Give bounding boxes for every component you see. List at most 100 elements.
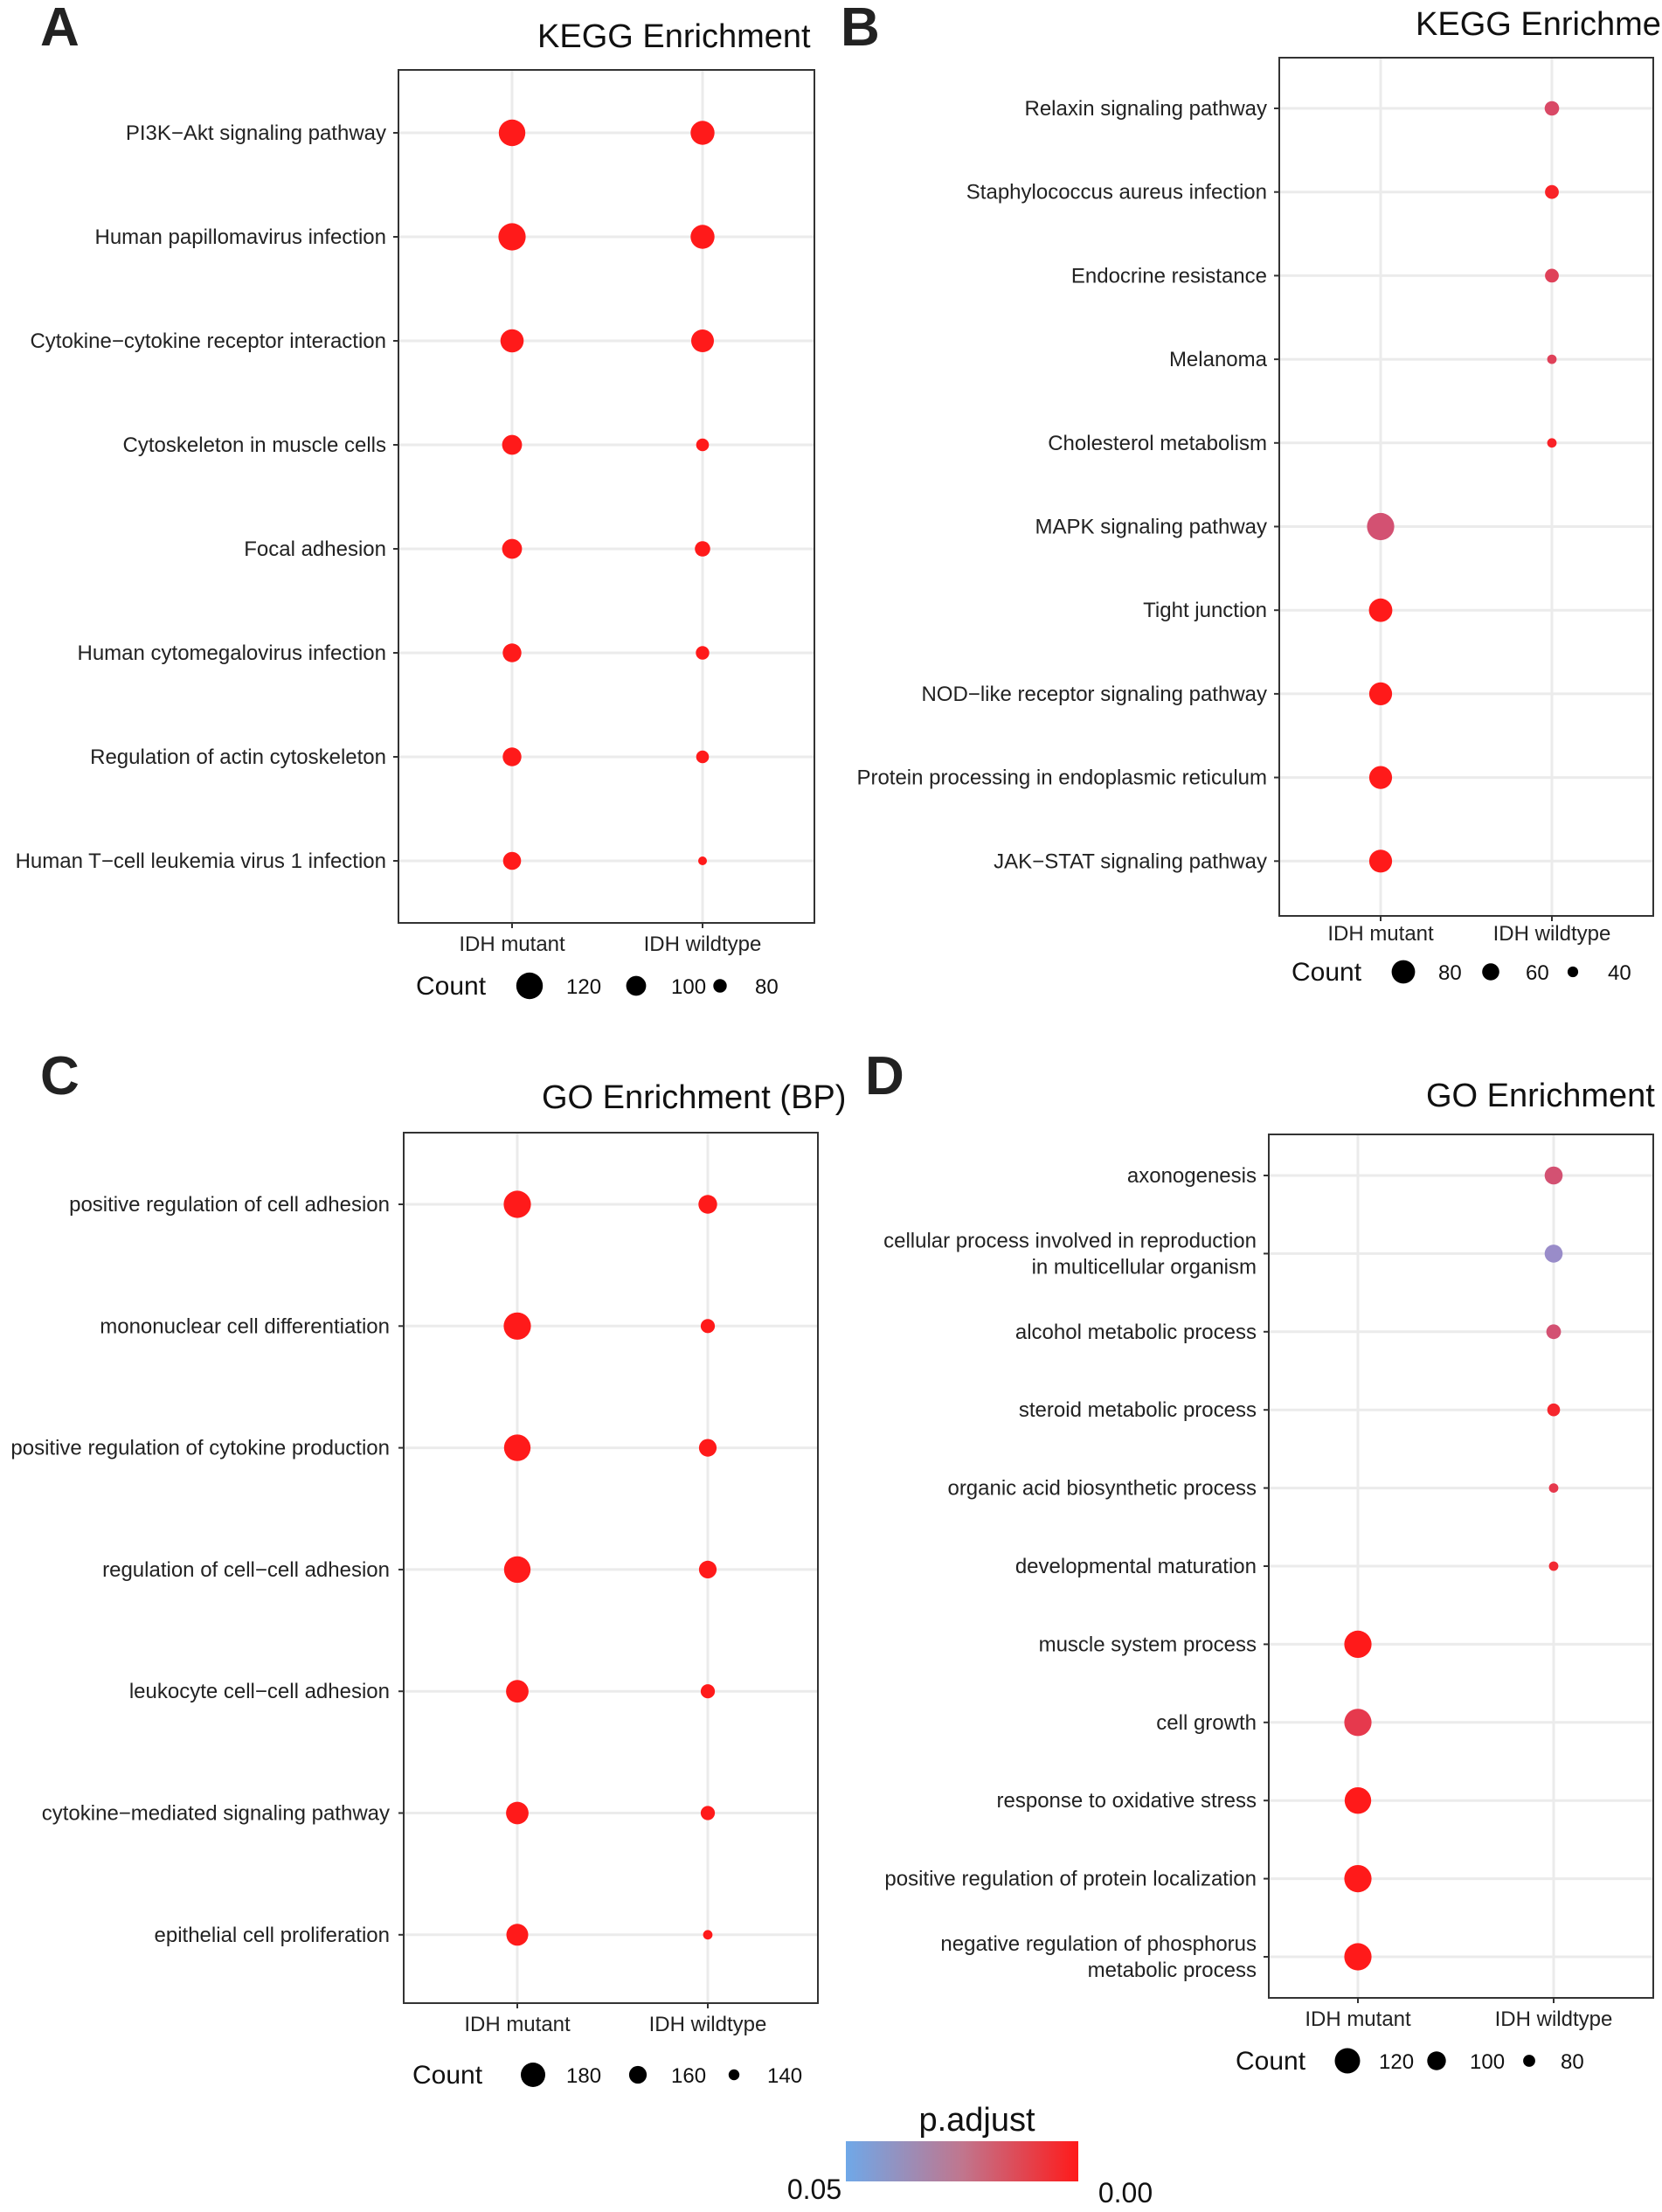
- data-point: [698, 1195, 717, 1214]
- data-point: [1368, 766, 1393, 789]
- data-point: [700, 1319, 716, 1334]
- data-point: [502, 851, 522, 870]
- y-tick-label: cellular process involved in reproductio…: [883, 1229, 1257, 1279]
- data-point: [500, 329, 524, 353]
- panel-b-size-legend: Count 80 60 40: [1292, 958, 1631, 987]
- y-tick-label: NOD−like receptor signaling pathway: [921, 683, 1267, 706]
- size-legend-value: 120: [566, 975, 601, 999]
- panel-label-b: B: [841, 0, 880, 58]
- y-tick-label: muscle system process: [1039, 1633, 1257, 1656]
- colorbar-high-label: 0.00: [1098, 2177, 1153, 2209]
- data-point: [1548, 1483, 1559, 1493]
- size-legend-value: 100: [1470, 2050, 1505, 2074]
- y-tick-label: steroid metabolic process: [1019, 1398, 1257, 1422]
- size-legend-value: 80: [755, 975, 779, 999]
- y-tick-label: Staphylococcus aureus infection: [966, 181, 1267, 205]
- data-point: [502, 643, 522, 662]
- data-point: [498, 223, 526, 251]
- x-tick-label: IDH mutant: [1327, 922, 1434, 946]
- y-tick-label: leukocyte cell−cell adhesion: [129, 1680, 390, 1703]
- size-legend-value: 120: [1379, 2050, 1414, 2074]
- y-tick-label: Human T−cell leukemia virus 1 infection: [16, 849, 386, 873]
- panel-d: GO Enrichment (BP) axonogenesis cellular p…: [883, 1078, 1662, 2076]
- colorbar-title: p.adjust: [918, 2102, 1035, 2139]
- data-point: [1546, 1324, 1562, 1340]
- y-tick-label: mononuclear cell differentiation: [100, 1314, 390, 1338]
- size-legend-value: 100: [671, 975, 706, 999]
- data-point: [1344, 1709, 1372, 1737]
- y-tick-label: developmental maturation: [1015, 1555, 1257, 1578]
- panel-c: GO Enrichment (BP) positive regulation of…: [10, 1079, 846, 2090]
- size-legend-value: 140: [767, 2064, 802, 2088]
- y-tick-label: Cytokine−cytokine receptor interaction: [30, 329, 386, 353]
- panel-a-border: [398, 69, 815, 924]
- data-point: [1368, 849, 1393, 873]
- x-tick-label: IDH wildtype: [1493, 922, 1611, 946]
- data-point: [498, 119, 526, 147]
- size-legend-dot: [1523, 2055, 1535, 2067]
- y-tick-label: Human papillomavirus infection: [95, 225, 387, 249]
- y-tick-label: Cytoskeleton in muscle cells: [123, 433, 386, 457]
- data-point: [506, 1924, 529, 1946]
- y-tick-label: negative regulation of phosphorus metabol…: [940, 1932, 1257, 1982]
- data-point: [696, 438, 710, 452]
- data-point: [502, 434, 523, 455]
- y-tick-label: Regulation of actin cytoskeleton: [90, 745, 386, 769]
- panel-d-size-legend: Count 120 100 80: [1236, 2047, 1584, 2076]
- size-legend-dot: [626, 975, 647, 996]
- data-point: [1368, 682, 1393, 706]
- data-point: [506, 1680, 529, 1703]
- size-legend-value: 60: [1526, 961, 1549, 985]
- data-point: [1544, 1166, 1563, 1185]
- y-tick-label: Tight junction: [1143, 599, 1267, 622]
- data-point: [1547, 354, 1557, 364]
- panel-c-title: GO Enrichment (BP): [542, 1079, 846, 1116]
- size-legend-dot: [1567, 966, 1579, 978]
- size-legend-value: 160: [671, 2064, 706, 2088]
- size-legend-title: Count: [1236, 2047, 1306, 2076]
- size-legend-dot: [1391, 960, 1416, 984]
- x-tick-label: IDH mutant: [1305, 2007, 1411, 2031]
- panel-a-size-legend: Count 120 100 80: [416, 972, 779, 1001]
- data-point: [1344, 1630, 1372, 1658]
- data-point: [1367, 512, 1395, 541]
- panel-label-d: D: [865, 1046, 904, 1106]
- data-point: [503, 1312, 531, 1340]
- y-tick-label: alcohol metabolic process: [1015, 1321, 1257, 1344]
- y-tick-label: Melanoma: [1169, 348, 1268, 371]
- size-legend-value: 80: [1561, 2050, 1584, 2074]
- data-point: [690, 121, 715, 145]
- data-point: [1547, 1403, 1561, 1417]
- y-tick-label: MAPK signaling pathway: [1035, 516, 1267, 539]
- size-legend-title: Count: [416, 972, 487, 1001]
- size-legend-value: 180: [566, 2064, 601, 2088]
- x-tick-label: IDH mutant: [464, 2013, 571, 2036]
- x-tick-label: IDH wildtype: [644, 933, 762, 956]
- data-point: [698, 1439, 717, 1457]
- data-point: [503, 1556, 531, 1584]
- data-point: [1544, 101, 1560, 116]
- data-point: [1344, 1787, 1372, 1814]
- panel-c-border: [403, 1132, 819, 2004]
- y-tick-label: JAK−STAT signaling pathway: [994, 849, 1267, 873]
- y-tick-label: cell growth: [1156, 1711, 1257, 1735]
- data-point: [698, 1560, 717, 1578]
- x-tick-label: IDH wildtype: [649, 2013, 767, 2036]
- size-legend-dot: [1334, 2048, 1361, 2074]
- size-legend-value: 80: [1438, 961, 1462, 985]
- panel-b: KEGG Enrichment Relaxin signaling pathway…: [856, 6, 1662, 987]
- data-point: [502, 747, 522, 766]
- panel-a: KEGG Enrichment PI3K−Akt signaling pathwa…: [16, 18, 815, 1001]
- data-point: [691, 329, 714, 352]
- y-tick-label: Cholesterol metabolism: [1048, 432, 1267, 455]
- data-point: [1548, 1561, 1559, 1571]
- data-point: [700, 1806, 716, 1820]
- y-tick-label: Endocrine resistance: [1071, 264, 1267, 288]
- data-point: [690, 225, 715, 249]
- size-legend-value: 40: [1608, 961, 1631, 985]
- data-point: [503, 1190, 531, 1218]
- panel-label-a: A: [40, 0, 80, 58]
- y-tick-label: Human cytomegalovirus infection: [78, 641, 387, 665]
- data-point: [1545, 268, 1559, 283]
